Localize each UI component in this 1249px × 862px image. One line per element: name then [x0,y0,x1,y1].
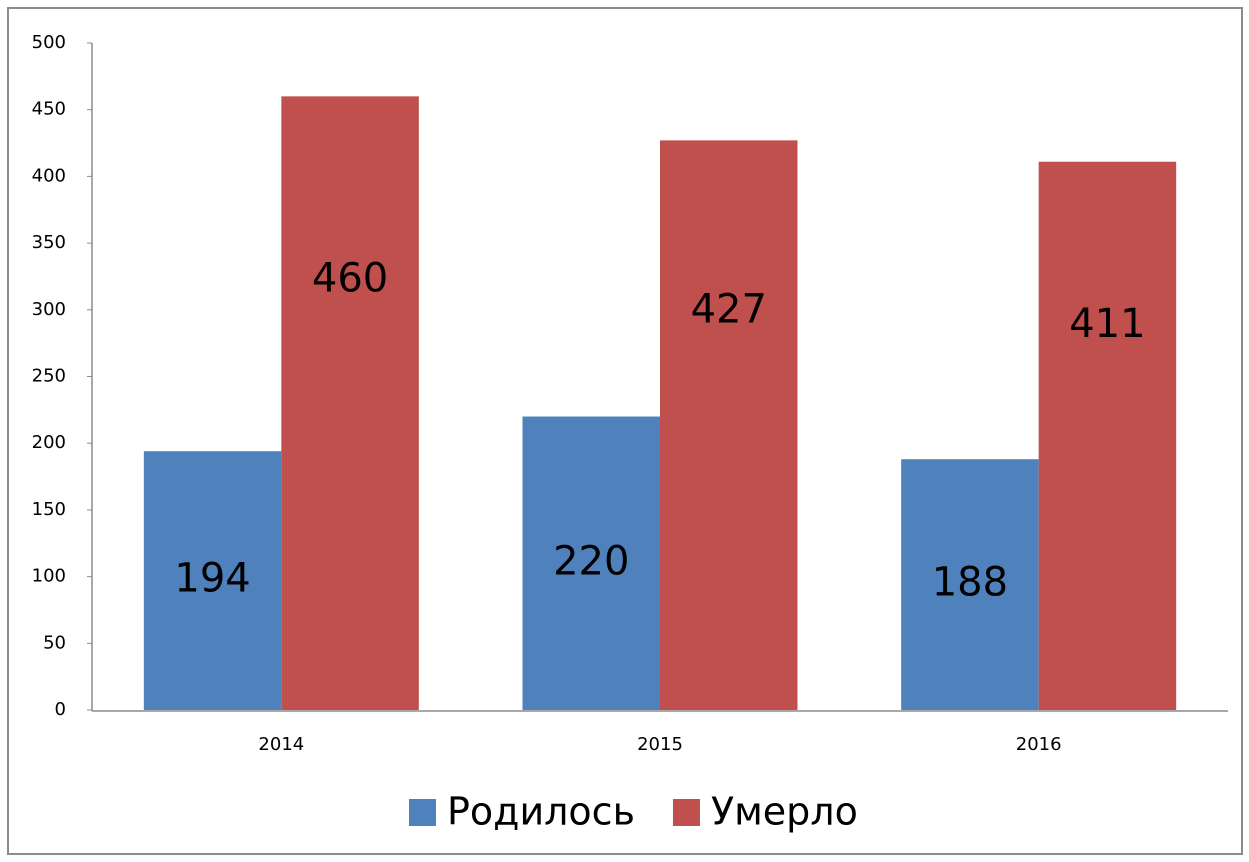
y-tick-label: 200 [32,432,66,453]
bar [1038,161,1177,710]
bar [281,96,419,711]
data-label: 460 [312,255,388,301]
bar [660,140,798,710]
y-tick-label: 0 [55,699,66,720]
data-label: 188 [932,560,1008,606]
y-tick-label: 150 [32,499,66,520]
legend-swatch [672,799,700,826]
x-tick-label: 2015 [637,734,683,755]
legend-swatch [409,799,436,826]
x-tick-label: 2016 [1016,734,1062,755]
y-tick-label: 50 [43,632,66,653]
x-tick-label: 2014 [258,734,304,755]
y-tick-label: 250 [32,366,66,387]
bar [522,416,660,710]
y-tick-label: 300 [32,299,66,320]
data-label: 194 [174,556,250,602]
y-tick-label: 350 [32,232,66,253]
y-tick-label: 400 [32,165,66,186]
bar [143,451,282,710]
y-tick-label: 500 [32,32,66,53]
data-label: 220 [553,538,629,584]
y-tick-label: 450 [32,99,66,120]
bar [901,459,1039,710]
legend-label: Родилось [447,790,635,834]
data-label: 411 [1069,301,1145,347]
data-label: 427 [691,286,767,332]
y-tick-label: 100 [32,566,66,587]
legend-label: Умерло [711,790,858,834]
